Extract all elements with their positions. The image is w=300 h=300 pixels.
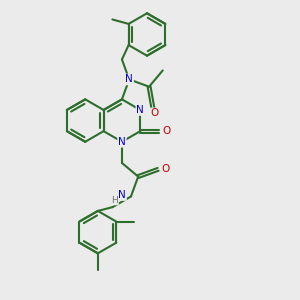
Text: O: O [150, 109, 158, 118]
Text: N: N [136, 105, 144, 115]
Text: H: H [111, 196, 118, 205]
Text: N: N [118, 190, 126, 200]
Text: O: O [161, 164, 169, 174]
Text: O: O [163, 126, 171, 136]
Text: N: N [118, 137, 126, 147]
Text: N: N [125, 74, 133, 84]
